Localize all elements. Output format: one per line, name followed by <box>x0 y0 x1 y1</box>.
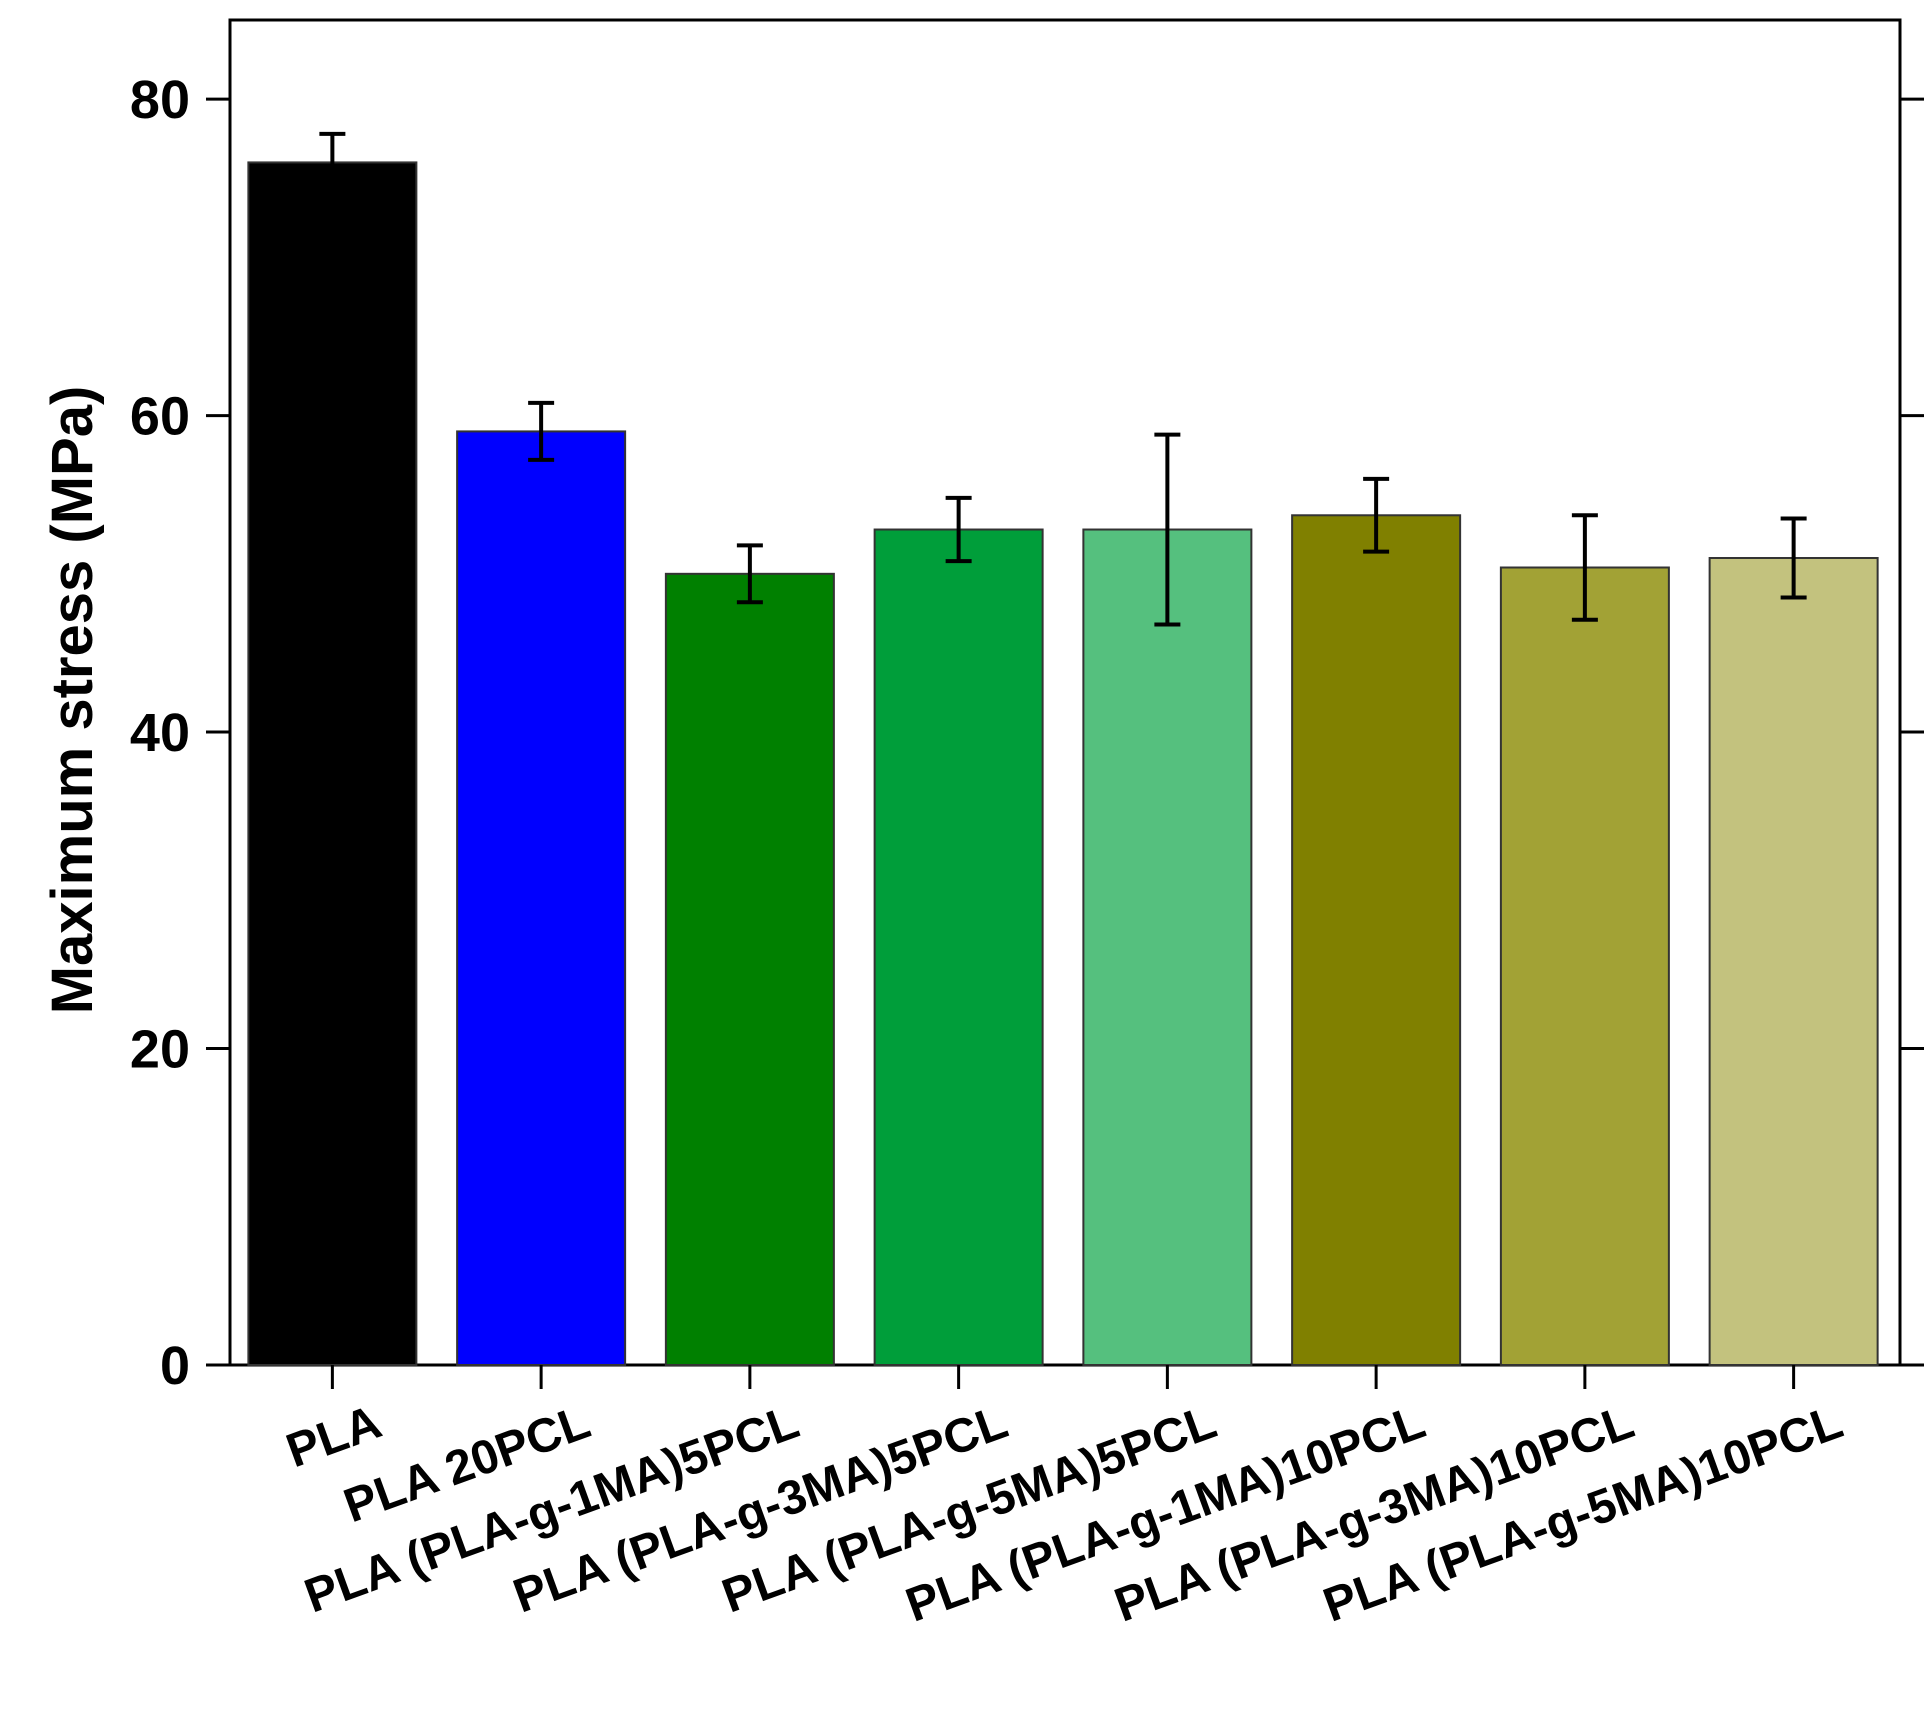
bar-4 <box>873 528 1044 1366</box>
error-bar-4 <box>945 495 972 564</box>
error-bar-7 <box>1571 513 1598 622</box>
bar-2 <box>456 430 627 1367</box>
bar-6 <box>1291 514 1462 1366</box>
y-axis-title: Maximum stress (MPa) <box>40 386 105 1015</box>
bar-8 <box>1708 557 1879 1366</box>
y-tick-label: 0 <box>160 1336 190 1396</box>
x-tick-label: PLA <box>280 1396 388 1479</box>
bar-3 <box>664 572 835 1366</box>
y-tick-label: 20 <box>130 1020 190 1080</box>
error-bar-1 <box>319 131 346 193</box>
plot-frame <box>228 18 1902 1367</box>
plot-border <box>228 18 1902 1367</box>
bar-1 <box>247 161 418 1367</box>
bars-group <box>247 161 1879 1367</box>
y-tick-label: 40 <box>130 703 190 763</box>
error-bar-3 <box>736 543 763 605</box>
error-bar-8 <box>1780 516 1807 600</box>
error-bar-2 <box>528 400 555 462</box>
error-bar-5 <box>1154 432 1181 627</box>
y-axis: 0 20 40 60 80 <box>130 70 1924 1396</box>
y-tick-label: 60 <box>130 387 190 447</box>
error-bars-group <box>319 131 1807 627</box>
bar-7 <box>1499 566 1670 1366</box>
bar-5 <box>1082 528 1253 1366</box>
y-tick-label: 80 <box>130 70 190 130</box>
error-bar-6 <box>1363 476 1390 554</box>
